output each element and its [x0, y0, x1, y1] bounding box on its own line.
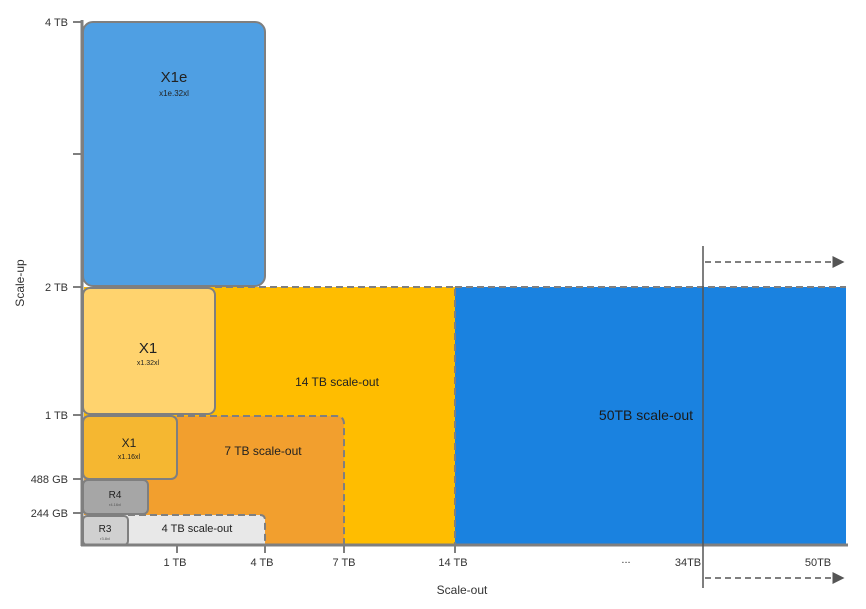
scaleout-14tb-outline [215, 286, 456, 545]
r4-name: R4 [109, 490, 122, 501]
r3-name: R3 [99, 524, 112, 535]
x-tick-label: 7 TB [332, 557, 355, 569]
x-tick-label: 34TB [675, 557, 701, 569]
scaleout-4tb-outline [128, 514, 266, 545]
x1e-block [82, 21, 266, 287]
scaleout-50tb-label: 50TB scale-out [599, 407, 693, 423]
y-tick-label: 2 TB [45, 282, 68, 294]
scaleout-14tb-label: 14 TB scale-out [295, 375, 379, 389]
y-tick-label: 244 GB [31, 508, 68, 520]
x-axis-title: Scale-out [437, 583, 488, 597]
y-tick-label: 1 TB [45, 410, 68, 422]
x1e-instance: x1e.32xl [159, 89, 189, 98]
x1-32xl-instance: x1.32xl [137, 360, 160, 367]
x-tick-label: ... [621, 554, 630, 566]
y-tick-label: 4 TB [45, 17, 68, 29]
scaleout-4tb-label: 4 TB scale-out [162, 523, 233, 535]
scaleout-7tb-label: 7 TB scale-out [224, 444, 302, 458]
x-tick-label: 14 TB [438, 557, 467, 569]
scaleout-7tb-outline [177, 415, 345, 545]
x-tick-label: 1 TB [163, 557, 186, 569]
x-tick-label: 50TB [805, 557, 831, 569]
scaleout-50tb-block [440, 287, 846, 545]
x1-16xl-instance: x1.16xl [118, 454, 141, 461]
y-axis-title: Scale-up [13, 259, 27, 307]
r3-instance: r3.8xl [100, 536, 110, 541]
x1-16xl-name: X1 [122, 436, 137, 450]
x-tick-label: 4 TB [250, 557, 273, 569]
x1-32xl-name: X1 [139, 340, 157, 357]
scaleout-4tb-block [84, 515, 265, 545]
y-tick-label: 488 GB [31, 474, 68, 486]
x1e-name: X1e [161, 69, 188, 86]
r4-instance: r4.16xl [109, 502, 121, 507]
